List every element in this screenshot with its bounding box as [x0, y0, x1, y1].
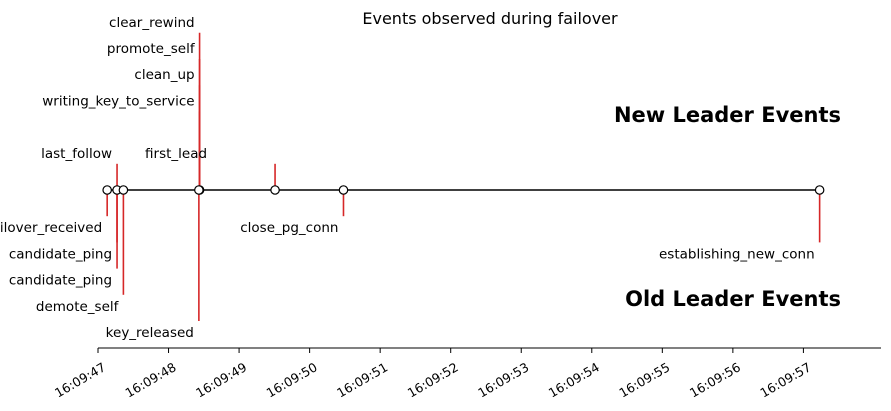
x-tick-label-16:09:52: 16:09:52: [405, 359, 461, 400]
event-marker-failover_received: [102, 185, 112, 195]
x-tick-label-16:09:54: 16:09:54: [546, 359, 602, 400]
event-marker-establishing_new_conn: [814, 185, 825, 195]
event-label-clear_rewind: clear_rewind: [109, 15, 195, 31]
event-label-writing_key_to_service: writing_key_to_service: [42, 93, 194, 109]
event-label-clean_up: clean_up: [134, 67, 194, 83]
x-tick-label-16:09:53: 16:09:53: [475, 359, 531, 400]
event-marker-key_released: [194, 185, 204, 195]
x-tick-label-16:09:47: 16:09:47: [52, 359, 108, 400]
chart-title: Events observed during failover: [362, 9, 618, 28]
event-label-layer: failover_received last_follow candidate_pi…: [0, 15, 815, 341]
marker-layer: [102, 185, 825, 195]
event-marker-demote_self: [118, 185, 129, 195]
x-tick-label-16:09:56: 16:09:56: [687, 359, 743, 400]
x-tick-label-16:09:55: 16:09:55: [616, 359, 672, 400]
x-tick-label-16:09:48: 16:09:48: [123, 359, 179, 400]
x-axis: 16:09:47 16:09:48 16:09:49 16:09:50 16:09:51…: [52, 347, 881, 400]
x-tick-label-16:09:57: 16:09:57: [757, 359, 813, 400]
group-label-new-leader: New Leader Events: [614, 103, 841, 127]
event-label-close_pg_conn: close_pg_conn: [240, 220, 338, 236]
event-label-demote_self: demote_self: [36, 299, 120, 315]
group-label-old-leader: Old Leader Events: [625, 287, 841, 311]
event-label-first_lead: first_lead: [145, 146, 207, 162]
event-label-establishing_new_conn: establishing_new_conn: [659, 246, 815, 262]
event-label-key_released: key_released: [106, 325, 194, 341]
event-label-last_follow: last_follow: [41, 146, 112, 162]
event-label-promote_self: promote_self: [107, 41, 196, 57]
x-tick-label-16:09:49: 16:09:49: [193, 359, 249, 400]
stem-layer: [106, 32, 821, 321]
event-label-candidate_ping: candidate_ping: [9, 246, 112, 262]
event-label-failover_received: failover_received: [0, 220, 102, 236]
event-marker-first_lead: [270, 185, 280, 195]
event-label-candidate_ping: candidate_ping: [9, 273, 112, 289]
x-tick-label-16:09:50: 16:09:50: [264, 359, 320, 400]
x-tick-label-16:09:51: 16:09:51: [334, 359, 390, 400]
event-marker-close_pg_conn: [338, 185, 349, 195]
